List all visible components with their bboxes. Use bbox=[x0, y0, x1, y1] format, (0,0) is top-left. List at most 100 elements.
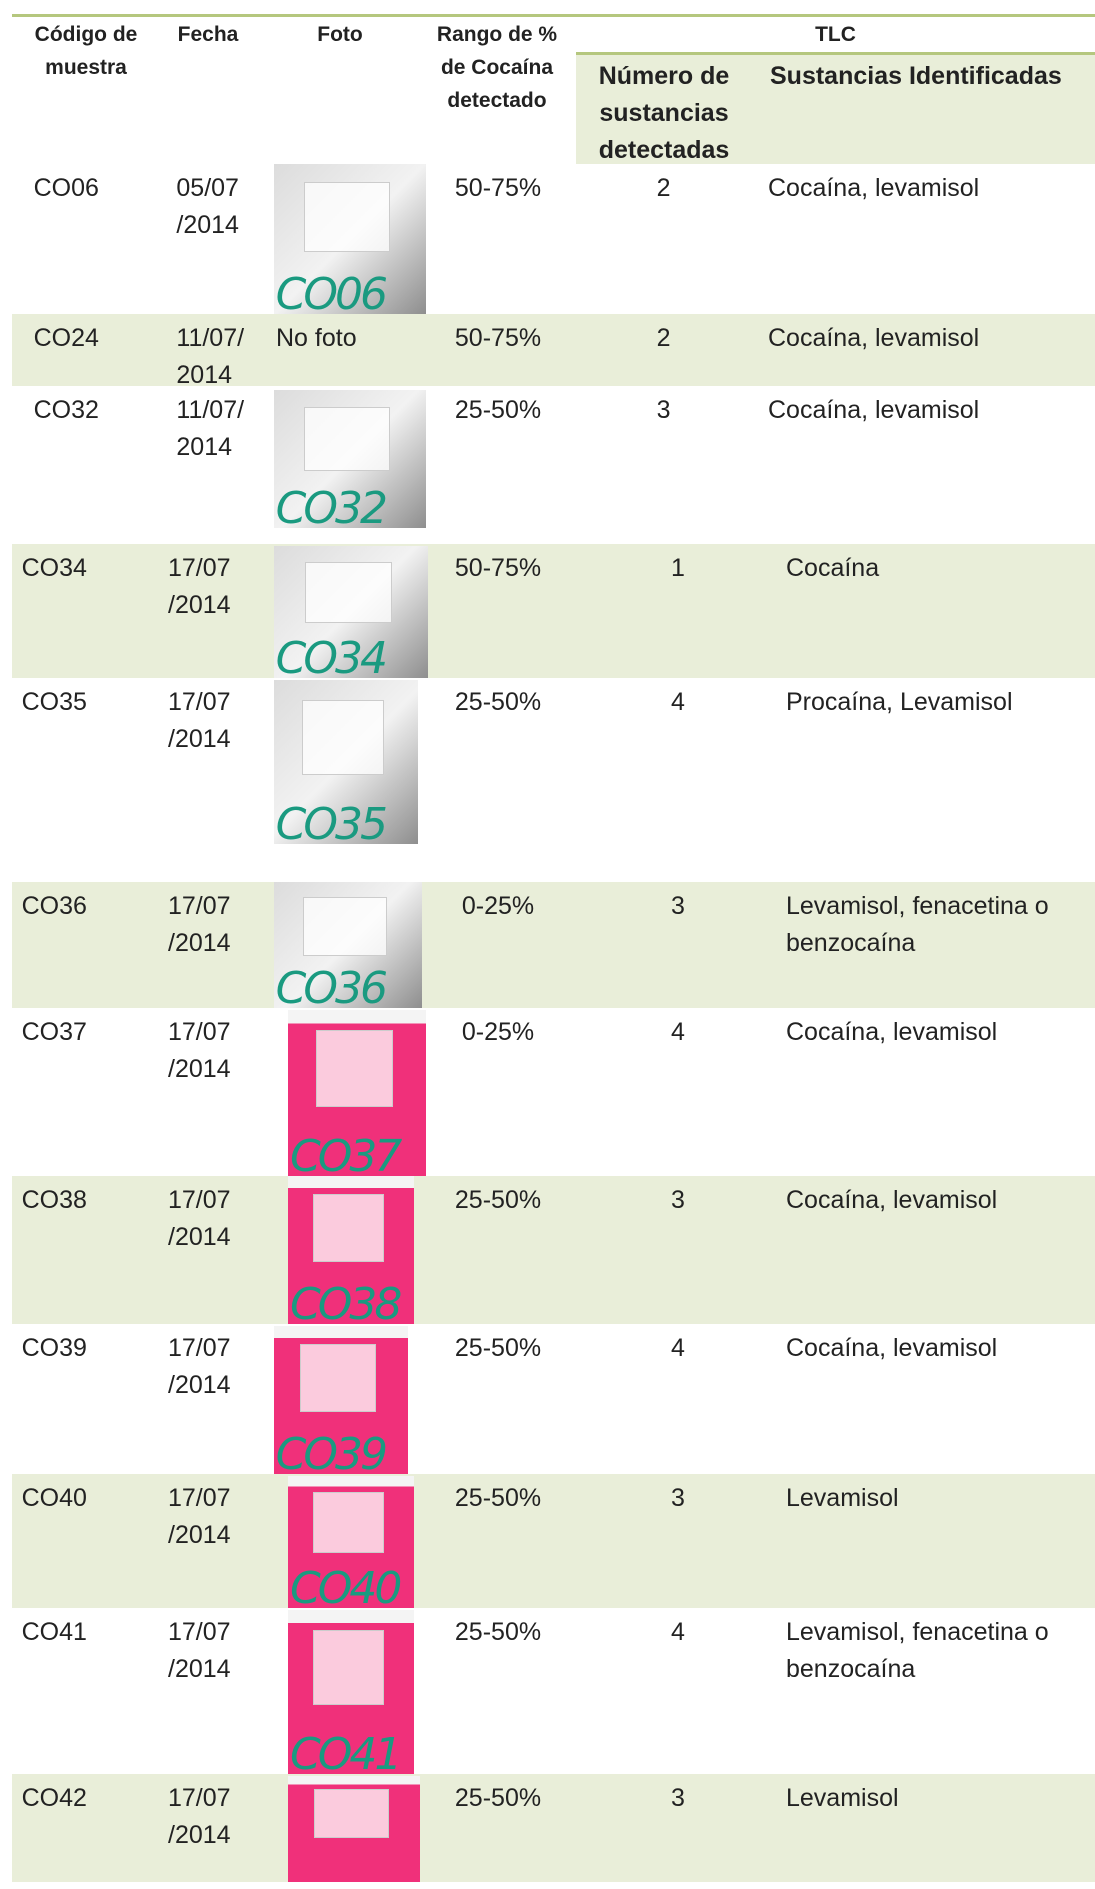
top-rule bbox=[12, 14, 1095, 17]
substances: Cocaína, levamisol bbox=[768, 174, 980, 203]
photo-bag bbox=[304, 406, 390, 471]
photo-bag bbox=[302, 699, 384, 776]
count: 3 bbox=[656, 396, 671, 425]
code: CO39 bbox=[21, 1333, 87, 1362]
count: 1 bbox=[671, 553, 685, 582]
range: 50-75% bbox=[454, 553, 542, 582]
date: 17/07/2014 bbox=[168, 1783, 231, 1849]
photo-label: CO41 bbox=[290, 1728, 402, 1774]
range: 25-50% bbox=[454, 688, 542, 716]
count: 2 bbox=[656, 174, 671, 203]
range: 25-50% bbox=[454, 1483, 542, 1512]
count: 4 bbox=[671, 1018, 685, 1046]
photo-bag bbox=[300, 1343, 377, 1413]
photo-bag bbox=[304, 182, 390, 252]
count: 3 bbox=[671, 892, 685, 920]
photo: CO38 bbox=[288, 1176, 414, 1324]
header-tlc: TLC bbox=[815, 23, 856, 46]
date: 17/07/2014 bbox=[168, 1618, 231, 1683]
count: 4 bbox=[671, 1618, 685, 1646]
tlc-rule bbox=[576, 52, 1095, 55]
code: CO35 bbox=[21, 688, 87, 716]
range: 25-50% bbox=[454, 1783, 542, 1812]
date: 05/07/2014 bbox=[176, 174, 239, 240]
photo: CO32 bbox=[273, 390, 426, 528]
substances: Cocaína, levamisol bbox=[768, 396, 980, 425]
count: 4 bbox=[671, 1333, 685, 1362]
photo: CO39 bbox=[273, 1326, 408, 1474]
code: CO37 bbox=[21, 1018, 87, 1046]
date: 17/07/2014 bbox=[168, 1186, 231, 1251]
photo-bag bbox=[315, 1030, 394, 1107]
substances: Levamisol bbox=[786, 1483, 899, 1512]
code: CO42 bbox=[21, 1783, 87, 1812]
range: 0-25% bbox=[461, 1018, 535, 1046]
photo-bag bbox=[303, 897, 388, 956]
row-band bbox=[12, 314, 1095, 387]
code: CO34 bbox=[21, 553, 87, 582]
header-photo: Foto bbox=[317, 23, 363, 46]
code: CO24 bbox=[33, 324, 99, 353]
code: CO38 bbox=[21, 1186, 87, 1214]
range: 0-25% bbox=[461, 892, 535, 920]
code: CO32 bbox=[33, 396, 99, 425]
photo-bag bbox=[313, 1629, 385, 1706]
range: 50-75% bbox=[454, 174, 542, 203]
photo-label: CO06 bbox=[275, 269, 388, 315]
photo-bag bbox=[314, 1788, 389, 1839]
photo-bag bbox=[313, 1193, 385, 1263]
row-band bbox=[12, 543, 1095, 678]
photo: CO37 bbox=[288, 1010, 426, 1176]
header-code: Código de muestra bbox=[34, 23, 138, 79]
code: CO40 bbox=[21, 1483, 87, 1512]
range: 25-50% bbox=[454, 1618, 542, 1646]
photo-label: CO35 bbox=[275, 798, 388, 844]
range: 25-50% bbox=[454, 1186, 542, 1214]
count: 3 bbox=[671, 1483, 685, 1512]
range: 25-50% bbox=[454, 396, 542, 425]
no-photo: No foto bbox=[276, 324, 357, 353]
header-date: Fecha bbox=[177, 23, 239, 46]
substances: Cocaína, levamisol bbox=[768, 324, 980, 353]
photo-bag bbox=[313, 1491, 385, 1554]
count: 3 bbox=[671, 1783, 685, 1812]
photo bbox=[288, 1776, 420, 1882]
code: CO06 bbox=[33, 174, 99, 203]
photo-label: CO39 bbox=[275, 1428, 388, 1474]
photo-bag bbox=[304, 561, 392, 624]
date: 17/07/2014 bbox=[168, 1018, 231, 1083]
substances: Cocaína bbox=[786, 553, 880, 582]
photo-label: CO32 bbox=[275, 483, 388, 528]
photo-label: CO37 bbox=[290, 1130, 402, 1176]
date: 17/07/2014 bbox=[168, 1333, 231, 1399]
range: 50-75% bbox=[454, 324, 542, 353]
photo-label: CO40 bbox=[290, 1563, 402, 1608]
count: 3 bbox=[671, 1186, 685, 1214]
photo: CO36 bbox=[273, 882, 423, 1008]
photo: CO06 bbox=[273, 164, 426, 315]
photo: CO40 bbox=[288, 1476, 414, 1608]
substances: Cocaína, levamisol bbox=[786, 1333, 998, 1362]
substances: Levamisol bbox=[786, 1783, 899, 1812]
photo-label: CO38 bbox=[290, 1278, 402, 1324]
photo-label: CO36 bbox=[275, 963, 388, 1008]
row-band bbox=[12, 1473, 1095, 1608]
photo: CO34 bbox=[273, 546, 429, 678]
code: CO41 bbox=[21, 1618, 87, 1646]
date: 17/07/2014 bbox=[168, 892, 231, 957]
row-band bbox=[12, 1176, 1095, 1324]
header-range: Rango de % de Cocaína detectado bbox=[436, 23, 558, 112]
date: 17/07/2014 bbox=[168, 1483, 231, 1549]
code: CO36 bbox=[21, 892, 87, 920]
count: 4 bbox=[671, 688, 685, 716]
sub-header-bg bbox=[576, 54, 1095, 164]
photo: CO35 bbox=[273, 680, 418, 844]
substances: Procaína, Levamisol bbox=[786, 688, 1013, 716]
substances: Cocaína, levamisol bbox=[786, 1186, 998, 1214]
header-count: Número de sustancias detectadas bbox=[598, 62, 730, 164]
count: 2 bbox=[656, 324, 671, 353]
photo: CO41 bbox=[288, 1610, 414, 1774]
date: 11/07/2014 bbox=[176, 324, 245, 390]
date: 11/07/2014 bbox=[176, 396, 245, 462]
